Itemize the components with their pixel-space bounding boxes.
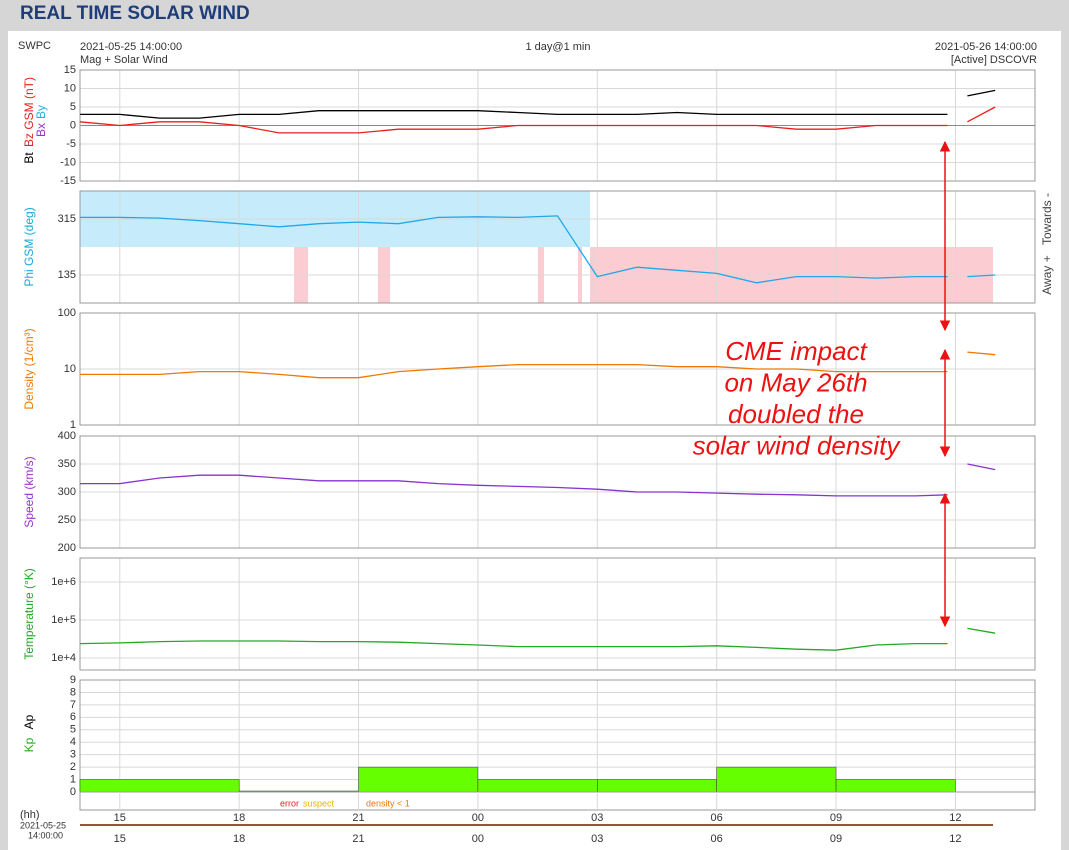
kp-bar bbox=[358, 766, 479, 793]
y-tick-label: 250 bbox=[58, 514, 76, 526]
x-date-label: 2021-05-25 bbox=[20, 820, 66, 830]
y-tick-label: 315 bbox=[58, 213, 76, 225]
end-time: 2021-05-26 14:00:00 bbox=[935, 41, 1037, 53]
panel-frame bbox=[79, 312, 1036, 426]
product: Mag + Solar Wind bbox=[80, 54, 168, 66]
x-tick-label: 09 bbox=[830, 812, 842, 824]
kp-bar bbox=[835, 779, 956, 793]
y-tick-label: 5 bbox=[70, 101, 76, 113]
side-label: Away + bbox=[1040, 255, 1054, 294]
panel-frame bbox=[79, 435, 1036, 549]
y-tick-label: 1 bbox=[70, 419, 76, 431]
x-tick-label: 03 bbox=[591, 812, 603, 824]
x-tick-label: 06 bbox=[711, 812, 723, 824]
y-tick-label: 400 bbox=[58, 430, 76, 442]
data-line bbox=[80, 351, 996, 379]
y-tick-label: 10 bbox=[64, 363, 76, 375]
legend-entry: Bx bbox=[34, 123, 48, 137]
x-time-label: 14:00:00 bbox=[28, 830, 63, 840]
y-tick-label: 10 bbox=[64, 82, 76, 94]
y-axis-label: Kp bbox=[22, 737, 36, 752]
x-tick-label: 18 bbox=[233, 833, 245, 845]
x-tick-label: 15 bbox=[114, 812, 126, 824]
y-axis-label: Speed (km/s) bbox=[22, 456, 36, 527]
y-tick-label: 1e+4 bbox=[51, 652, 76, 664]
y-tick-label: 9 bbox=[70, 674, 76, 686]
page-title: REAL TIME SOLAR WIND bbox=[20, 3, 250, 24]
source: SWPC bbox=[18, 40, 51, 52]
x-tick-label: 12 bbox=[949, 833, 961, 845]
y-tick-label: -10 bbox=[60, 156, 76, 168]
status: [Active] DSCOVR bbox=[951, 54, 1037, 66]
panel-frame bbox=[79, 557, 1036, 671]
y-tick-label: 1e+5 bbox=[51, 614, 76, 626]
y-tick-label: 8 bbox=[70, 686, 76, 698]
y-tick-label: 5 bbox=[70, 724, 76, 736]
y-tick-label: 300 bbox=[58, 486, 76, 498]
x-tick-label: 15 bbox=[114, 833, 126, 845]
y-axis-label: Ap bbox=[22, 714, 36, 729]
x-tick-label: 21 bbox=[352, 833, 364, 845]
panel-frame bbox=[79, 190, 1036, 304]
kp-bar bbox=[477, 779, 598, 793]
legend-entry: By bbox=[34, 105, 48, 119]
y-tick-label: 135 bbox=[58, 269, 76, 281]
y-tick-label: 3 bbox=[70, 749, 76, 761]
x-tick-label: 06 bbox=[711, 833, 723, 845]
side-label: Towards - bbox=[1040, 193, 1054, 245]
data-line bbox=[79, 106, 996, 134]
x-tick-label: 21 bbox=[352, 812, 364, 824]
y-tick-label: 0 bbox=[70, 119, 76, 131]
y-tick-label: 4 bbox=[70, 736, 76, 748]
kp-bar bbox=[597, 779, 717, 793]
y-axis-label: Phi GSM (deg) bbox=[22, 207, 36, 286]
x-tick-label: 00 bbox=[472, 833, 484, 845]
y-axis-label: Density (1/cm³) bbox=[22, 328, 36, 409]
x-tick-label: 09 bbox=[830, 833, 842, 845]
cadence: 1 day@1 min bbox=[526, 41, 591, 53]
data-line bbox=[80, 463, 996, 497]
data-line bbox=[79, 627, 996, 651]
y-tick-label: 15 bbox=[64, 64, 76, 76]
annotation: on May 26th bbox=[724, 367, 867, 397]
y-tick-label: -5 bbox=[66, 138, 76, 150]
y-tick-label: 7 bbox=[70, 699, 76, 711]
legend-entry: Bt bbox=[22, 152, 36, 164]
y-tick-label: 350 bbox=[58, 458, 76, 470]
data-line bbox=[80, 215, 996, 284]
x-tick-label: 18 bbox=[233, 812, 245, 824]
annotation: doubled the bbox=[728, 399, 864, 429]
data-line bbox=[80, 89, 996, 119]
legend-entry: suspect bbox=[303, 798, 335, 808]
y-tick-label: 2 bbox=[70, 761, 76, 773]
y-tick-label: 0 bbox=[70, 786, 76, 798]
panel-frame bbox=[79, 69, 1036, 182]
y-tick-label: 100 bbox=[58, 307, 76, 319]
legend-entry: density < 1 bbox=[366, 798, 410, 808]
status-strip bbox=[79, 791, 1036, 811]
y-tick-label: 1 bbox=[70, 773, 76, 785]
x-tick-label: 03 bbox=[591, 833, 603, 845]
y-tick-label: -15 bbox=[60, 175, 76, 187]
plot-background bbox=[8, 31, 1061, 850]
annotation: CME impact bbox=[725, 336, 868, 366]
kp-bar bbox=[79, 779, 240, 793]
y-tick-label: 6 bbox=[70, 711, 76, 723]
legend-entry: Bz GSM (nT) bbox=[22, 77, 36, 147]
y-tick-label: 1e+6 bbox=[51, 576, 76, 588]
kp-bar bbox=[716, 766, 837, 793]
y-tick-label: 200 bbox=[58, 542, 76, 554]
legend-entry: error bbox=[280, 798, 299, 808]
start-time: 2021-05-25 14:00:00 bbox=[80, 41, 182, 53]
x-tick-label: 12 bbox=[949, 812, 961, 824]
x-tick-label: 00 bbox=[472, 812, 484, 824]
annotation: solar wind density bbox=[693, 430, 902, 460]
y-axis-label: Temperature (°K) bbox=[22, 568, 36, 660]
x-unit-label: (hh) bbox=[20, 809, 40, 821]
